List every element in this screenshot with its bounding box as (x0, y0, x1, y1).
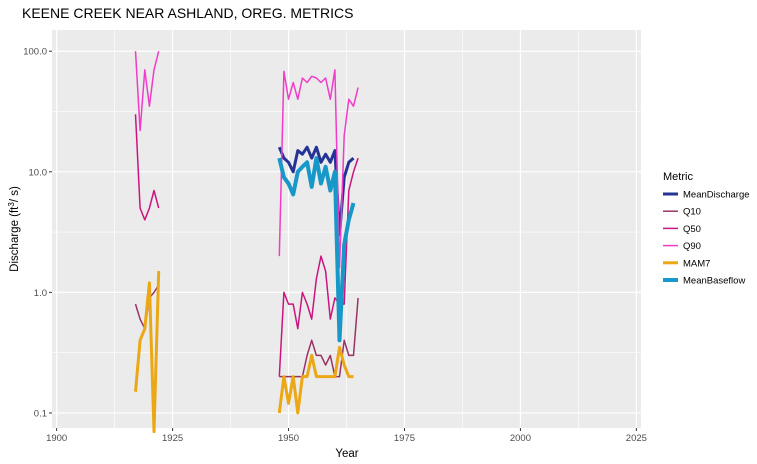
legend-label-mam7: MAM7 (683, 258, 710, 269)
series-line-q90 (278, 69, 359, 269)
y-tick-label: 10.0 (29, 167, 48, 178)
y-tick-label: 1.0 (34, 288, 47, 299)
y-axis-title: Discharge (ft3/ s) (7, 186, 21, 272)
series-line-q90 (134, 51, 160, 132)
x-axis-title: Year (335, 448, 358, 460)
series-line-meanbaseflow (277, 156, 356, 343)
x-tick-label: 1900 (46, 433, 67, 444)
series-layer (134, 51, 359, 434)
series-line-q50 (134, 114, 160, 221)
legend-title: Metric (663, 171, 693, 183)
x-tick-label: 1975 (394, 433, 415, 444)
x-tick-label: 1950 (278, 433, 299, 444)
legend-label-q50: Q50 (683, 224, 701, 235)
axis-ticks: 1900 1925 1950 1975 2000 2025 0.1 1.0 10.0 100.0 (23, 47, 647, 444)
chart-title: KEENE CREEK NEAR ASHLAND, OREG. METRICS (22, 5, 353, 21)
x-tick-label: 2000 (510, 433, 531, 444)
y-axis-title-end: / s) (9, 186, 21, 202)
x-tick-label: 2025 (626, 433, 647, 444)
legend: Metric MeanDischarge Q10 Q50 Q90 MAM7 MeanBas… (663, 171, 750, 287)
y-axis-title-main: Discharge (ft (9, 206, 21, 272)
series-line-mam7 (134, 271, 161, 434)
y-tick-label: 100.0 (23, 47, 47, 58)
legend-label-meandischarge: MeanDischarge (683, 190, 750, 201)
series-line-q50 (278, 157, 359, 377)
legend-label-q10: Q10 (683, 207, 701, 218)
legend-label-q90: Q90 (683, 241, 701, 252)
series-line-mam7 (277, 345, 354, 415)
y-axis-title-sup: 3 (7, 202, 16, 207)
y-tick-label: 0.1 (34, 408, 47, 419)
legend-label-meanbaseflow: MeanBaseflow (683, 276, 745, 287)
x-tick-label: 1925 (162, 433, 183, 444)
